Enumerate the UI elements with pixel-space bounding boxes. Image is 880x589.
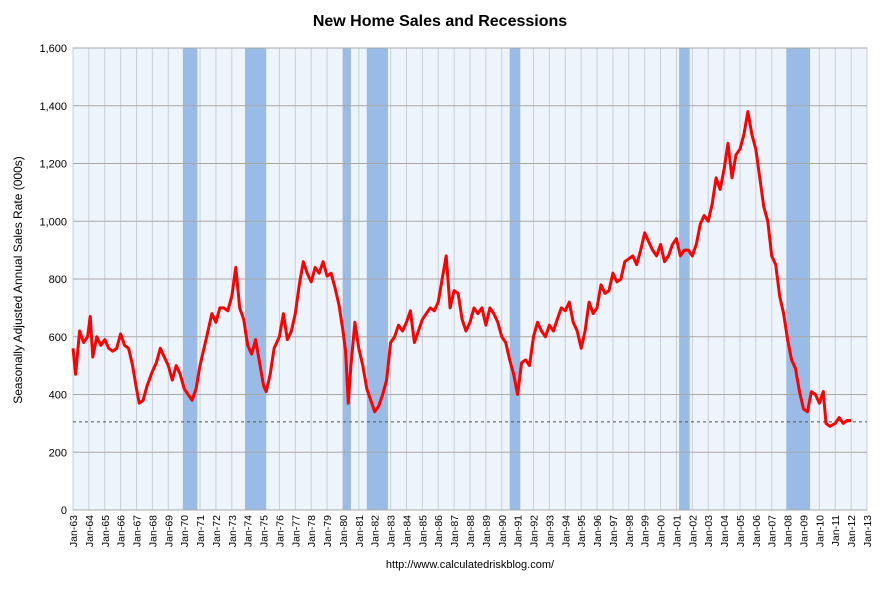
x-tick-label: Jan-90 [497,515,509,547]
x-tick-label: Jan-02 [687,515,699,547]
x-tick-label: Jan-77 [290,515,302,547]
x-tick-label: Jan-92 [529,515,541,547]
x-tick-label: Jan-73 [227,515,239,547]
x-tick-label: Jan-83 [386,515,398,547]
x-tick-label: Jan-08 [783,515,795,547]
x-tick-label: Jan-05 [735,515,747,547]
x-tick-label: Jan-71 [195,515,207,547]
x-tick-label: Jan-01 [671,515,683,547]
x-tick-label: Jan-64 [84,515,96,547]
x-tick-label: Jan-95 [576,515,588,547]
x-tick-label: Jan-87 [449,515,461,547]
x-tick-label: Jan-10 [814,515,826,547]
source-credit: http://www.calculatedriskblog.com/ [386,559,555,571]
y-tick-label: 1,400 [39,101,67,113]
x-tick-label: Jan-13 [862,515,874,547]
y-tick-label: 1,000 [39,216,67,228]
x-tick-label: Jan-98 [624,515,636,547]
x-tick-label: Jan-06 [751,515,763,547]
series-line-new-home-sales [71,110,852,428]
x-tick-label: Jan-74 [243,515,255,547]
x-tick-label: Jan-99 [640,515,652,547]
x-tick-label: Jan-81 [354,515,366,547]
y-tick-label: 1,600 [39,43,67,55]
y-tick-label: 0 [61,505,67,517]
y-tick-label: 800 [49,274,67,286]
x-tick-label: Jan-86 [433,515,445,547]
x-tick-label: Jan-78 [306,515,318,547]
x-tick-label: Jan-82 [370,515,382,547]
x-tick-label: Jan-00 [656,515,668,547]
x-tick-label: Jan-67 [132,515,144,547]
x-tick-label: Jan-65 [100,515,112,547]
y-tick-label: 600 [49,332,67,344]
x-tick-labels: Jan-63 Jan-64 Jan-65 Jan-66 Jan-67 Jan-68 Jan-… [68,515,874,547]
x-tick-label: Jan-09 [798,515,810,547]
x-tick-label: Jan-63 [68,515,80,547]
x-tick-label: Jan-72 [211,515,223,547]
y-tick-label: 400 [49,390,67,402]
x-tick-label: Jan-66 [116,515,128,547]
x-tick-label: Jan-75 [259,515,271,547]
chart-title: New Home Sales and Recessions [313,13,567,30]
x-tick-label: Jan-84 [401,515,413,547]
y-tick-label: 200 [49,447,67,459]
x-tick-label: Jan-12 [846,515,858,547]
x-tick-label: Jan-79 [322,515,334,547]
y-tick-labels: 0 200 400 600 800 1,000 1,200 1,400 1,600 [39,43,67,517]
x-tick-label: Jan-96 [592,515,604,547]
y-axis-label: Seasonally Adjusted Annual Sales Rate (0… [11,156,25,404]
x-tick-label: Jan-76 [274,515,286,547]
y-gridlines [73,47,867,511]
y-tick-label: 1,200 [39,159,67,171]
x-tick-label: Jan-97 [608,515,620,547]
x-tick-label: Jan-04 [719,515,731,547]
x-tick-label: Jan-07 [767,515,779,547]
x-tick-label: Jan-11 [830,515,842,546]
x-tick-label: Jan-93 [544,515,556,547]
x-tick-label: Jan-88 [465,515,477,547]
x-tick-label: Jan-03 [703,515,715,547]
x-tick-label: Jan-69 [163,515,175,547]
x-tick-label: Jan-68 [147,515,159,547]
x-tick-label: Jan-91 [513,515,525,547]
x-tick-label: Jan-70 [179,515,191,547]
x-tick-label: Jan-89 [481,515,493,547]
x-tick-label: Jan-94 [560,515,572,547]
x-tick-label: Jan-80 [338,515,350,547]
x-tick-label: Jan-85 [417,515,429,547]
